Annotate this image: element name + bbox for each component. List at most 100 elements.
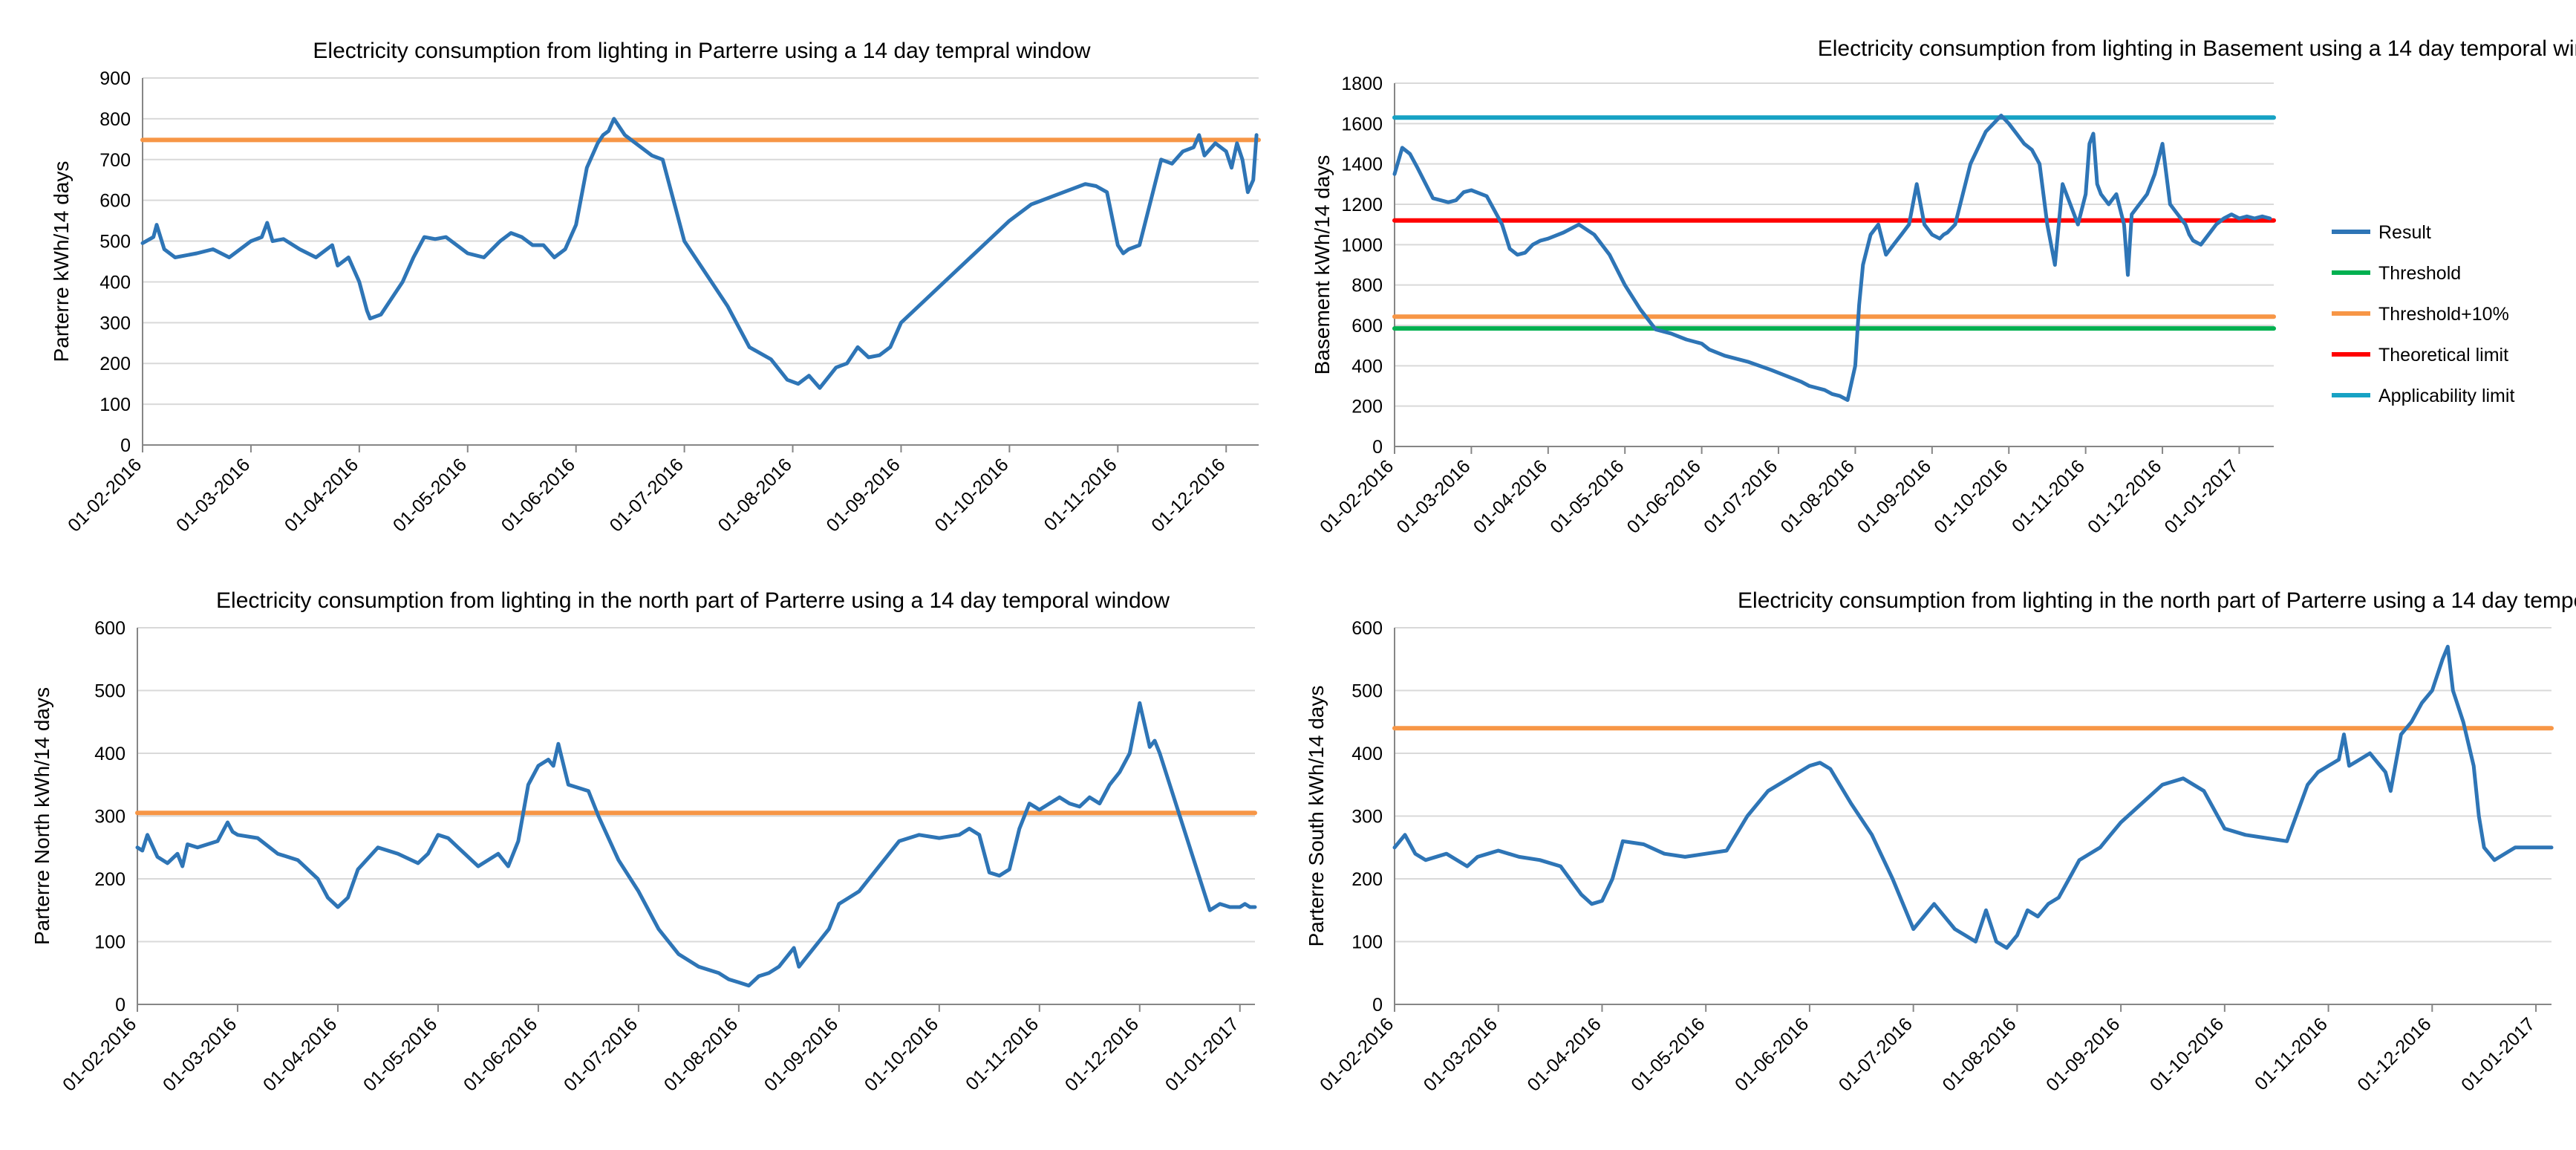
- x-tick-label: 01-08-2016: [1938, 1013, 2020, 1095]
- chart-panel-3: Electricity consumption from lighting in…: [30, 588, 1257, 1096]
- x-tick-label: 01-03-2016: [1420, 1013, 1501, 1095]
- y-tick-label: 200: [94, 869, 125, 890]
- x-tick-label: 01-10-2016: [1930, 455, 2012, 537]
- y-tick-label: 800: [100, 109, 131, 130]
- legend-label-threshold10: Threshold+10%: [2378, 304, 2509, 325]
- y-tick-label: 0: [115, 995, 125, 1016]
- legend-label-applicability: Applicability limit: [2378, 386, 2514, 406]
- x-tick-label: 01-06-2016: [1731, 1013, 1813, 1095]
- y-tick-label: 800: [1351, 276, 1383, 296]
- series-result-line: [1392, 114, 2272, 402]
- y-tick-label: 1200: [1341, 195, 1383, 215]
- x-tick-label: 01-05-2016: [389, 454, 471, 536]
- series-result-line: [140, 117, 1259, 390]
- x-tick-label: 01-03-2016: [1392, 455, 1474, 537]
- y-tick-label: 1600: [1341, 114, 1383, 134]
- x-tick-label: 01-03-2016: [159, 1013, 241, 1095]
- y-tick-label: 200: [1351, 397, 1383, 418]
- x-tick-label: 01-08-2016: [714, 454, 796, 536]
- x-tick-label: 01-12-2016: [1061, 1013, 1143, 1095]
- x-tick-label: 01-10-2016: [930, 454, 1012, 536]
- x-tick-label: 01-02-2016: [1316, 1013, 1398, 1095]
- chart-title: Electricity consumption from lighting in…: [313, 39, 1090, 63]
- y-tick-label: 0: [1372, 437, 1383, 458]
- x-tick-label: 01-02-2016: [64, 454, 146, 536]
- x-tick-label: 01-06-2016: [460, 1013, 541, 1095]
- x-tick-label: 01-11-2016: [2251, 1013, 2332, 1094]
- x-tick-label: 01-03-2016: [172, 454, 254, 536]
- y-tick-label: 300: [1351, 807, 1383, 828]
- y-tick-label: 1400: [1341, 155, 1383, 175]
- legend-label-threshold: Threshold: [2378, 263, 2461, 284]
- y-tick-label: 200: [1351, 869, 1383, 890]
- chart-panel-1: Electricity consumption from lighting in…: [50, 39, 1261, 536]
- x-tick-label: 01-12-2016: [2353, 1013, 2435, 1095]
- chart-panel-2: Electricity consumption from lighting in…: [1311, 36, 2576, 538]
- x-tick-label: 01-05-2016: [1627, 1013, 1709, 1095]
- x-tick-label: 01-06-2016: [498, 454, 579, 536]
- x-tick-label: 01-09-2016: [760, 1013, 842, 1095]
- y-tick-label: 400: [1351, 744, 1383, 764]
- y-tick-label: 500: [1351, 681, 1383, 702]
- x-tick-label: 01-09-2016: [822, 454, 904, 536]
- x-tick-label: 01-04-2016: [1523, 1013, 1605, 1095]
- x-tick-label: 01-01-2017: [1161, 1013, 1243, 1095]
- y-tick-label: 600: [100, 191, 131, 212]
- y-axis-title: Parterre North kWh/14 days: [30, 687, 53, 945]
- y-tick-label: 100: [100, 394, 131, 415]
- chart-title: Electricity consumption from lighting in…: [1818, 36, 2576, 61]
- x-tick-label: 01-02-2016: [59, 1013, 140, 1095]
- series-result-line: [1392, 644, 2554, 950]
- x-tick-label: 01-07-2016: [1835, 1013, 1917, 1095]
- y-tick-label: 300: [94, 807, 125, 828]
- y-tick-label: 200: [100, 354, 131, 374]
- x-tick-label: 01-06-2016: [1623, 455, 1705, 537]
- y-tick-label: 100: [1351, 932, 1383, 953]
- y-axis-title: Parterre kWh/14 days: [50, 161, 73, 363]
- x-tick-label: 01-04-2016: [281, 454, 362, 536]
- chart-title: Electricity consumption from lighting in…: [216, 588, 1170, 613]
- y-tick-label: 500: [94, 681, 125, 702]
- y-tick-label: 0: [120, 435, 131, 456]
- x-tick-label: 01-11-2016: [1040, 454, 1121, 535]
- x-tick-label: 01-08-2016: [660, 1013, 742, 1095]
- x-tick-label: 01-08-2016: [1776, 455, 1858, 537]
- x-tick-label: 01-11-2016: [962, 1013, 1043, 1094]
- series-result-line: [135, 701, 1257, 988]
- x-tick-label: 01-02-2016: [1316, 455, 1398, 537]
- y-tick-label: 600: [1351, 618, 1383, 639]
- chart-title: Electricity consumption from lighting in…: [1738, 588, 2576, 613]
- x-tick-label: 01-04-2016: [259, 1013, 341, 1095]
- x-tick-label: 01-07-2016: [560, 1013, 642, 1095]
- y-tick-label: 400: [1351, 356, 1383, 377]
- x-tick-label: 01-05-2016: [359, 1013, 441, 1095]
- y-tick-label: 600: [1351, 316, 1383, 337]
- x-tick-label: 01-09-2016: [1853, 455, 1935, 537]
- y-tick-label: 0: [1372, 995, 1383, 1016]
- y-tick-label: 300: [100, 313, 131, 334]
- x-tick-label: 01-07-2016: [606, 454, 688, 536]
- y-axis-title: Parterre South kWh/14 days: [1305, 686, 1328, 947]
- x-tick-label: 01-12-2016: [1147, 454, 1229, 536]
- x-tick-label: 01-04-2016: [1470, 455, 1551, 537]
- chart-panel-4: Electricity consumption from lighting in…: [1305, 588, 2576, 1096]
- y-tick-label: 1800: [1341, 74, 1383, 94]
- y-tick-label: 400: [100, 272, 131, 293]
- x-tick-label: 01-12-2016: [2084, 455, 2165, 537]
- x-tick-label: 01-01-2017: [2457, 1013, 2539, 1095]
- x-tick-label: 01-01-2017: [2160, 455, 2242, 537]
- y-tick-label: 1000: [1341, 235, 1383, 256]
- legend-label-result: Result: [2378, 222, 2431, 243]
- y-tick-label: 700: [100, 150, 131, 171]
- y-tick-label: 100: [94, 932, 125, 953]
- x-tick-label: 01-10-2016: [861, 1013, 942, 1095]
- y-tick-label: 600: [94, 618, 125, 639]
- chart-legend: Result Threshold Threshold+10% Theoretical …: [2332, 222, 2514, 406]
- x-tick-label: 01-09-2016: [2042, 1013, 2124, 1095]
- x-tick-label: 01-10-2016: [2146, 1013, 2228, 1095]
- y-tick-label: 400: [94, 744, 125, 764]
- y-tick-label: 500: [100, 232, 131, 253]
- y-tick-label: 900: [100, 68, 131, 89]
